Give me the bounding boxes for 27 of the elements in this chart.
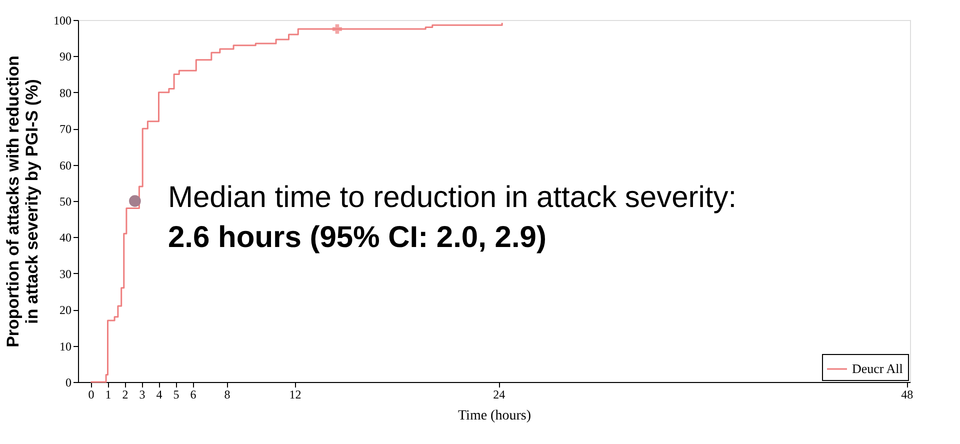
x-tick-label: 4 bbox=[156, 388, 162, 402]
x-tick-label: 24 bbox=[493, 388, 506, 402]
legend-label: Deucr All bbox=[852, 361, 904, 376]
x-tick-label: 1 bbox=[105, 388, 112, 402]
x-tick-label: 6 bbox=[190, 388, 196, 402]
y-tick-label: 30 bbox=[60, 266, 72, 281]
y-tick-label: 90 bbox=[60, 50, 72, 64]
y-tick-label: 70 bbox=[60, 122, 72, 136]
x-tick-label: 0 bbox=[88, 388, 94, 402]
x-tick-label: 3 bbox=[139, 388, 146, 402]
y-tick-label: 20 bbox=[60, 303, 72, 318]
y-tick-label: 100 bbox=[54, 14, 72, 28]
y-tick-label: 80 bbox=[60, 86, 72, 100]
x-tick-label: 8 bbox=[224, 388, 230, 402]
x-tick-label: 5 bbox=[173, 388, 180, 402]
y-tick-label: 10 bbox=[60, 339, 72, 354]
y-tick-label: 60 bbox=[60, 158, 72, 172]
annotation: 2.6 hours (95% CI: 2.0, 2.9) bbox=[168, 221, 546, 254]
y-tick-label: 50 bbox=[60, 194, 72, 208]
x-tick-label: 2 bbox=[122, 388, 128, 402]
x-tick-label: 12 bbox=[289, 388, 302, 402]
y-axis-title: Proportion of attacks with reduction in attack severity by PGI-S (%) bbox=[4, 56, 42, 348]
annotation: Median time to reduction in attack severity: bbox=[168, 181, 737, 214]
y-tick-label: 0 bbox=[66, 376, 72, 390]
y-tick-label: 40 bbox=[60, 230, 72, 245]
x-tick-label: 48 bbox=[901, 388, 914, 402]
x-axis-title: Time (hours) bbox=[458, 408, 532, 424]
